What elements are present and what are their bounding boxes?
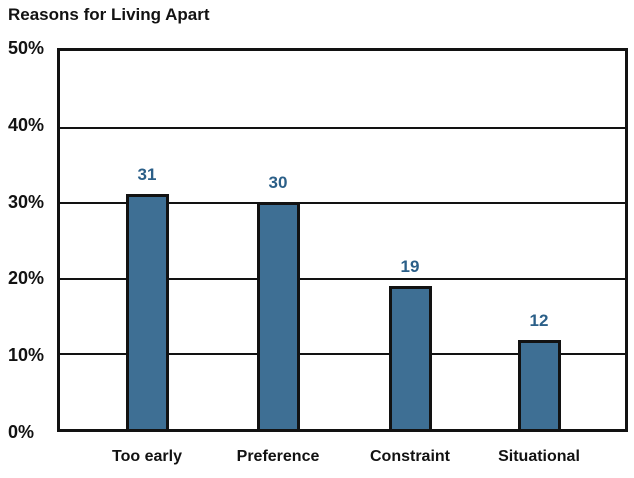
gridline-40 <box>60 126 625 129</box>
x-tick-label-too-early: Too early <box>112 448 182 465</box>
x-tick-label-constraint: Constraint <box>370 448 450 465</box>
y-tick-label-0: 0% <box>8 422 35 442</box>
x-tick-label-preference: Preference <box>236 448 320 465</box>
bar-value-label: 31 <box>137 165 157 184</box>
bar-preference <box>256 202 300 429</box>
y-tick-label-40: 40% <box>8 114 45 135</box>
gridline-10 <box>60 353 625 356</box>
gridline-30 <box>60 202 625 205</box>
bar-value-label: 19 <box>400 257 420 276</box>
bar-too-early <box>125 194 169 429</box>
x-tick-label-situational: Situational <box>498 448 580 465</box>
y-tick-label-10: 10% <box>8 345 45 366</box>
bar-value-label: 30 <box>268 173 288 192</box>
y-tick-label-20: 20% <box>8 268 45 289</box>
y-tick-label-30: 30% <box>8 191 45 212</box>
gridline-20 <box>60 277 625 280</box>
bar-constraint <box>388 286 432 429</box>
chart-title: Reasons for Living Apart <box>8 5 210 24</box>
bar-situational <box>517 340 561 429</box>
bar-value-label: 12 <box>529 311 549 330</box>
y-tick-label-50: 50% <box>8 38 45 58</box>
